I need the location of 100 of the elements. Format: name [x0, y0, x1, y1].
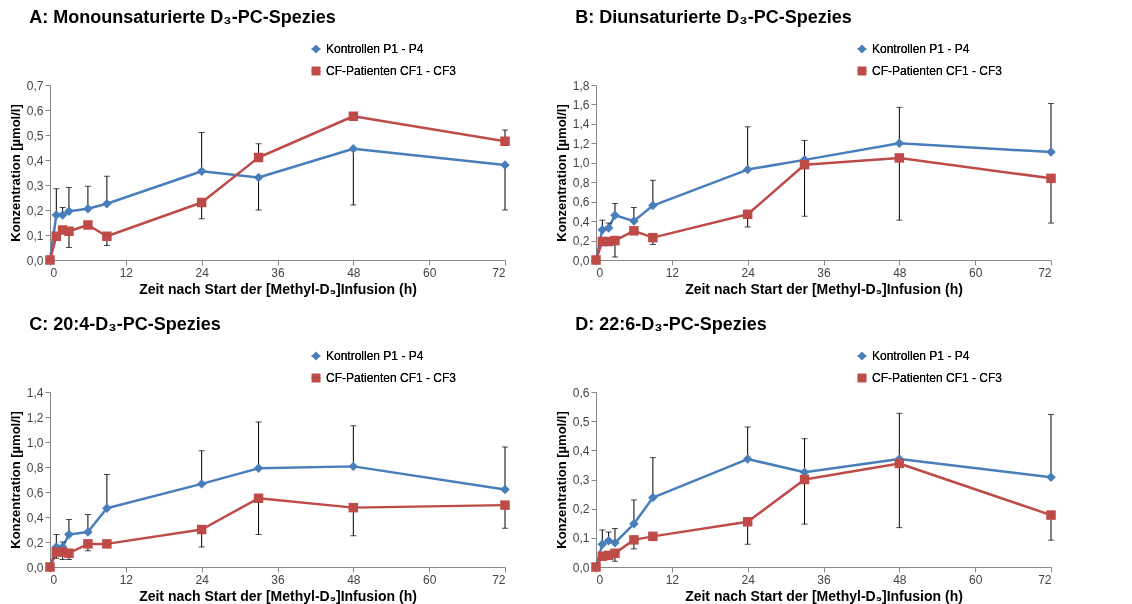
- y-tick-label: 1,8: [572, 78, 590, 93]
- y-tick-label: 0,5: [26, 128, 44, 143]
- point: [348, 461, 359, 472]
- point: [253, 493, 264, 503]
- legend-label: CF-Patienten CF1 - CF3: [326, 371, 457, 385]
- y-axis-title: Konzentration [µmol/l]: [553, 411, 569, 549]
- point: [1046, 472, 1056, 482]
- point: [603, 536, 614, 546]
- point: [629, 226, 639, 236]
- y-tick-label: 1,0: [572, 156, 590, 171]
- point: [64, 529, 74, 540]
- y-tick-label: 0,2: [26, 535, 44, 550]
- y-axis-title: Konzentration [µmol/l]: [7, 411, 23, 549]
- x-tick-label: 12: [119, 265, 134, 280]
- point: [610, 548, 620, 559]
- x-tick-label: 72: [1038, 265, 1052, 280]
- point: [83, 539, 93, 549]
- x-tick-label: 0: [596, 572, 604, 587]
- y-tick-label: 0,6: [572, 385, 590, 400]
- point: [102, 199, 112, 209]
- point: [894, 138, 905, 149]
- point: [610, 538, 620, 548]
- x-tick-label: 60: [968, 265, 983, 280]
- point: [102, 503, 112, 513]
- y-tick-label: 0,4: [572, 214, 590, 229]
- x-tick-label: 36: [271, 572, 285, 587]
- point: [500, 500, 510, 510]
- point: [196, 166, 207, 176]
- point: [500, 484, 510, 495]
- y-tick-label: 1,0: [26, 435, 44, 450]
- point: [648, 531, 658, 542]
- x-axis-title: Zeit nach Start der [Methyl-D₉]Infusion (h): [139, 280, 417, 297]
- y-tick-label: 0,4: [26, 153, 44, 168]
- y-tick-label: 0,4: [572, 443, 590, 458]
- y-tick-label: 0,0: [26, 253, 44, 268]
- legend-label: CF-Patienten CF1 - CF3: [872, 64, 1003, 78]
- y-tick-label: 0,2: [572, 502, 590, 517]
- y-tick-label: 0,6: [26, 485, 44, 500]
- point: [1046, 510, 1056, 520]
- x-tick-label: 48: [347, 572, 361, 587]
- point: [799, 474, 810, 485]
- y-tick-label: 0,2: [26, 203, 44, 218]
- x-tick-label: 72: [492, 265, 506, 280]
- y-tick-label: 0,1: [26, 228, 44, 243]
- point: [102, 231, 112, 241]
- x-tick-label: 72: [492, 572, 506, 587]
- x-tick-label: 36: [817, 572, 831, 587]
- point: [629, 535, 639, 545]
- point: [629, 216, 639, 226]
- x-tick-label: 24: [741, 265, 756, 280]
- point: [597, 225, 608, 235]
- y-tick-label: 0,6: [572, 195, 590, 210]
- x-tick-label: 12: [665, 572, 680, 587]
- y-tick-label: 0,0: [26, 560, 44, 575]
- point: [648, 200, 658, 211]
- point: [597, 539, 608, 549]
- point: [196, 197, 207, 208]
- point: [648, 232, 658, 243]
- x-axis-title: Zeit nach Start der [Methyl-D₉]Infusion (h): [139, 587, 417, 604]
- point: [348, 111, 359, 121]
- point: [894, 458, 905, 469]
- point: [742, 164, 753, 175]
- point: [253, 172, 264, 183]
- y-tick-label: 0,2: [572, 234, 590, 249]
- x-tick-label: 48: [893, 265, 907, 280]
- y-tick-label: 0,5: [572, 414, 590, 429]
- point: [64, 226, 74, 236]
- point: [742, 209, 753, 220]
- legend-label: Kontrollen P1 - P4: [872, 42, 970, 56]
- legend-label: CF-Patienten CF1 - CF3: [872, 371, 1003, 385]
- y-tick-label: 1,4: [572, 117, 590, 132]
- legend-label: Kontrollen P1 - P4: [872, 349, 970, 363]
- point: [102, 539, 112, 549]
- point: [610, 210, 620, 221]
- x-tick-label: 60: [968, 572, 983, 587]
- y-tick-label: 0,8: [26, 460, 44, 475]
- y-tick-label: 0,3: [26, 178, 44, 193]
- x-tick-label: 60: [422, 572, 437, 587]
- legend-label: Kontrollen P1 - P4: [326, 349, 424, 363]
- x-tick-label: 48: [893, 572, 907, 587]
- y-tick-label: 0,1: [572, 531, 590, 546]
- point: [799, 159, 810, 170]
- point: [1046, 173, 1056, 184]
- x-tick-label: 0: [50, 265, 58, 280]
- x-tick-label: 24: [195, 265, 210, 280]
- y-tick-label: 0,3: [572, 473, 590, 487]
- point: [742, 454, 753, 464]
- y-tick-label: 1,6: [572, 97, 590, 112]
- y-axis-title: Konzentration [µmol/l]: [7, 104, 23, 242]
- x-tick-label: 24: [741, 572, 756, 587]
- point: [500, 136, 510, 146]
- y-tick-label: 0,6: [26, 103, 44, 118]
- x-tick-label: 48: [347, 265, 361, 280]
- legend-label: CF-Patienten CF1 - CF3: [326, 64, 457, 78]
- point: [742, 517, 753, 527]
- point: [500, 160, 510, 170]
- x-tick-label: 36: [271, 265, 285, 280]
- point: [348, 502, 359, 513]
- x-tick-label: 12: [665, 265, 680, 280]
- y-tick-label: 1,2: [572, 136, 590, 151]
